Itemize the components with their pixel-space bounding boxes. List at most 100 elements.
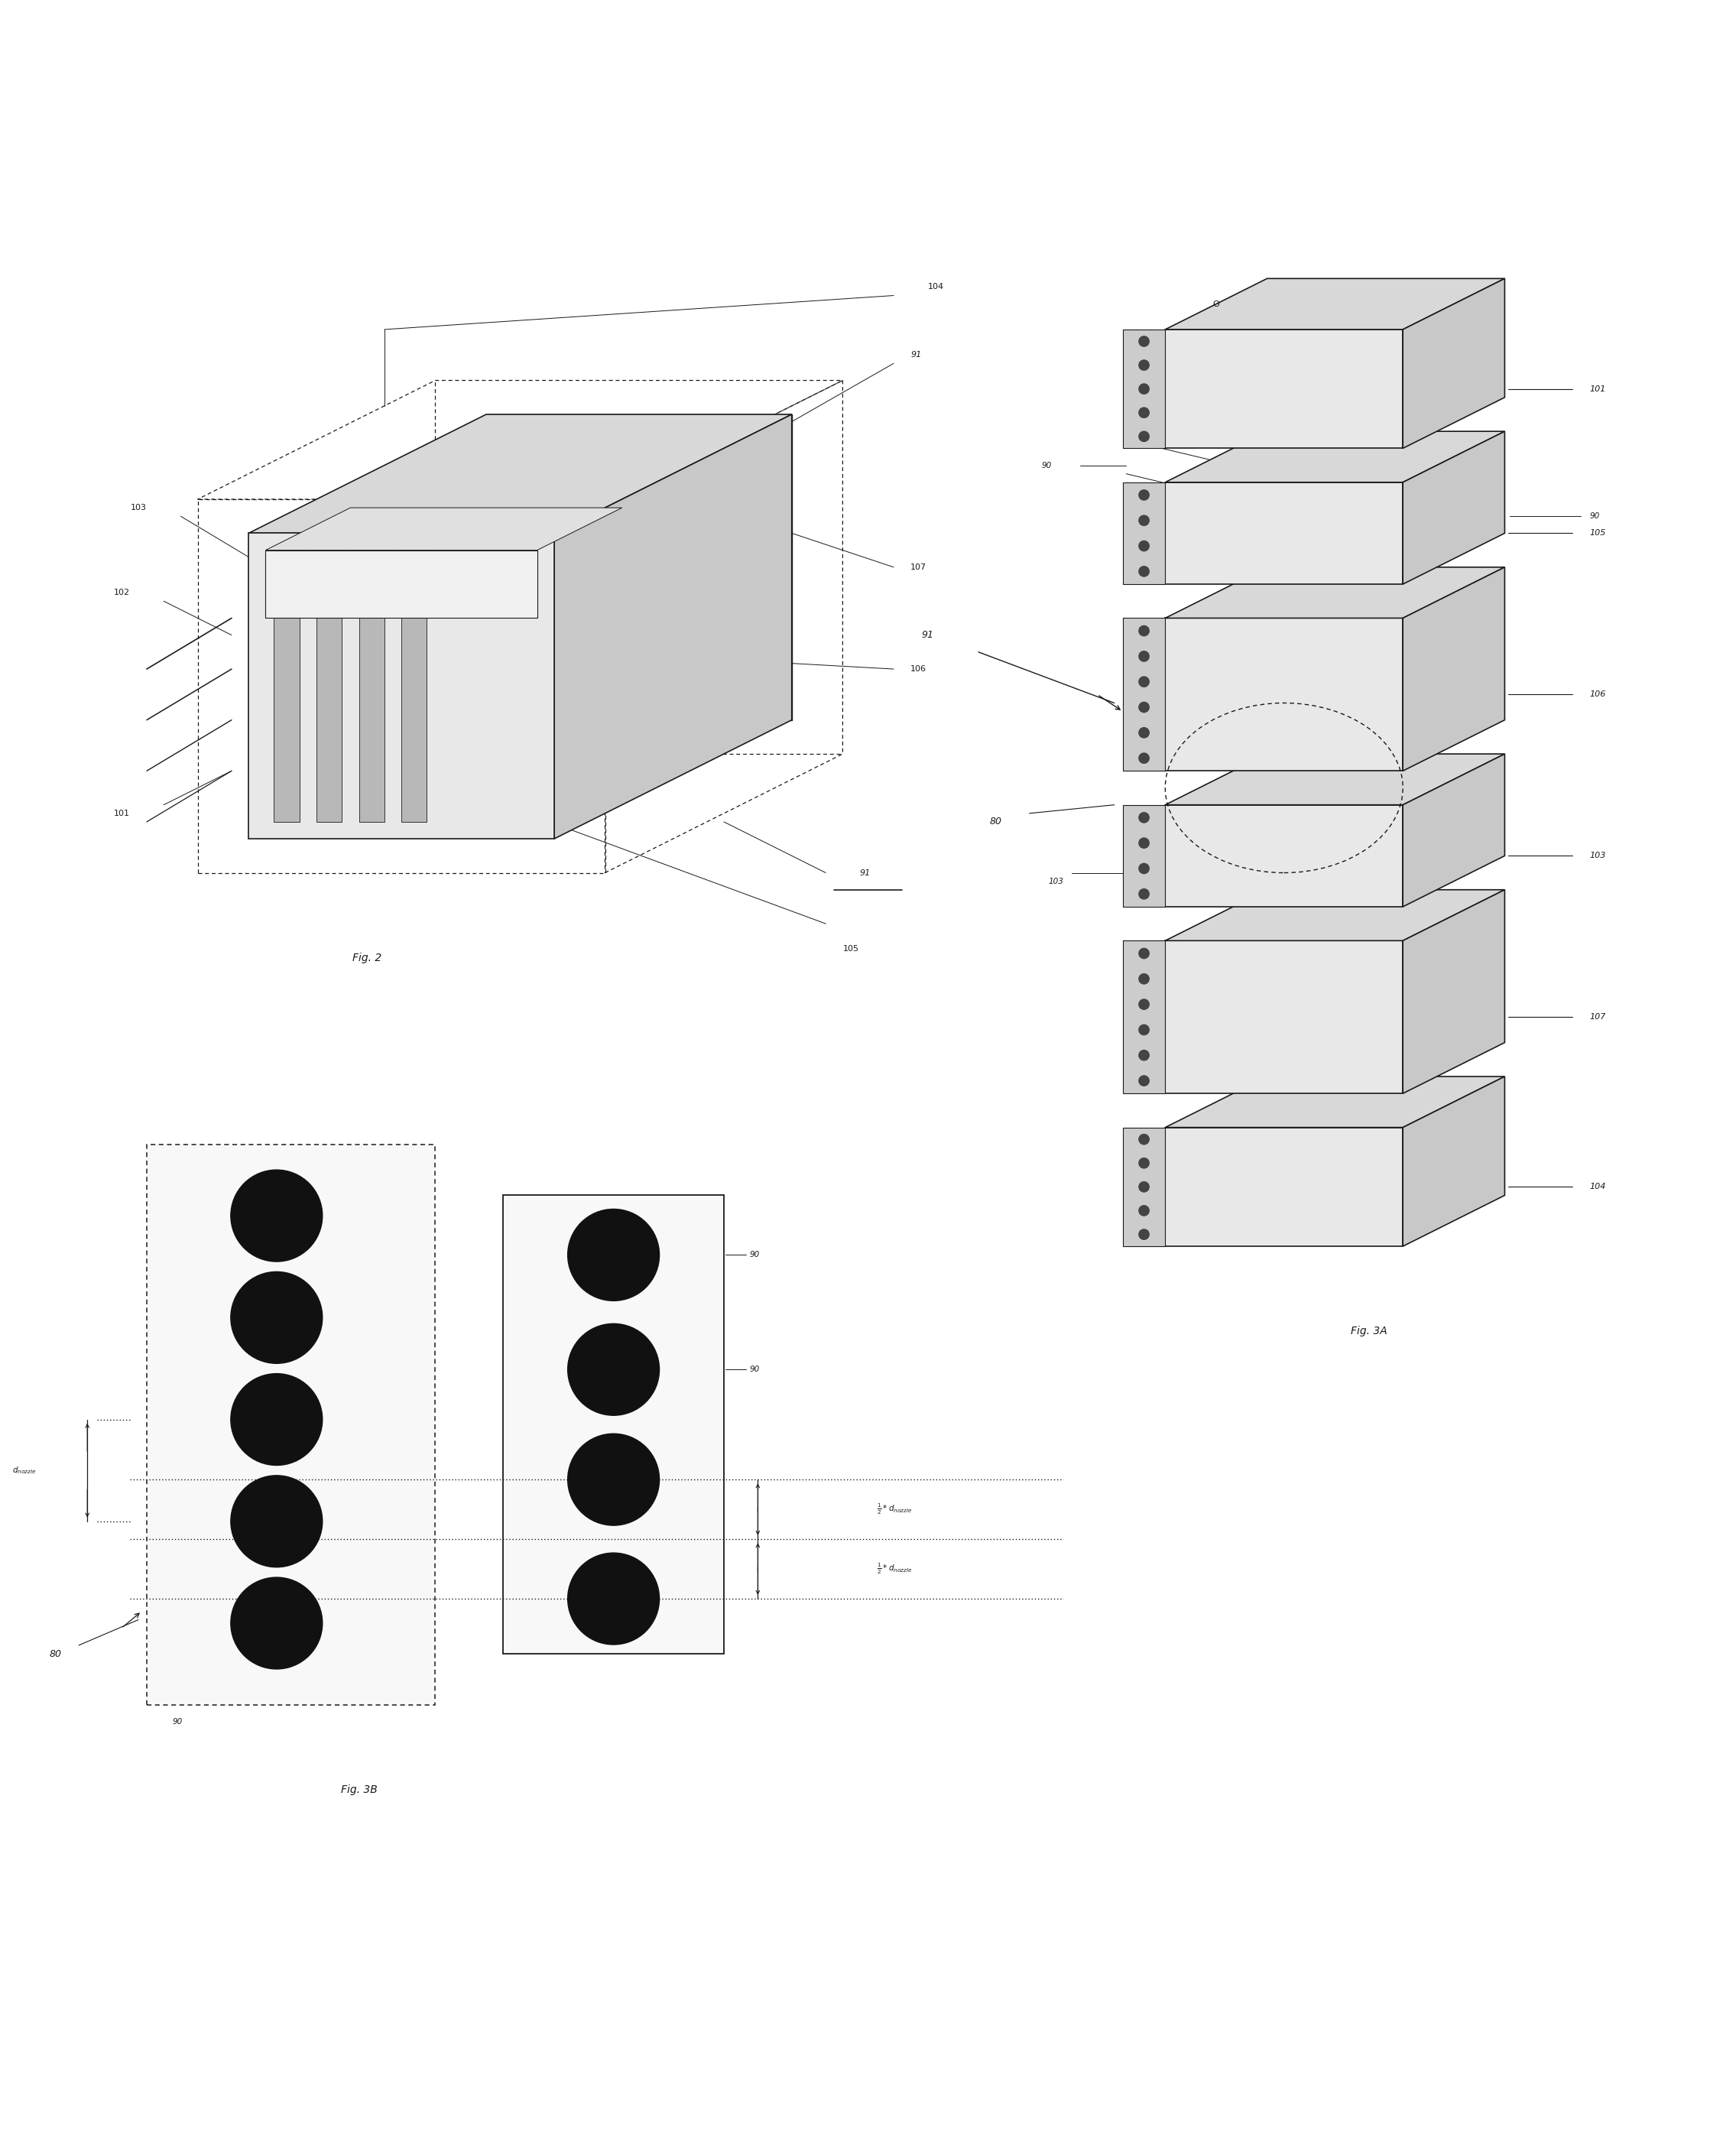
Circle shape bbox=[231, 1578, 323, 1669]
Circle shape bbox=[1139, 1182, 1149, 1193]
Text: O: O bbox=[1213, 299, 1219, 308]
Circle shape bbox=[1139, 650, 1149, 661]
Text: 90: 90 bbox=[172, 1718, 182, 1725]
Polygon shape bbox=[1165, 805, 1403, 906]
Circle shape bbox=[1139, 999, 1149, 1010]
Text: 91: 91 bbox=[859, 870, 870, 876]
Polygon shape bbox=[1165, 329, 1403, 448]
Circle shape bbox=[568, 1210, 660, 1300]
Text: 90: 90 bbox=[750, 1251, 759, 1260]
Circle shape bbox=[1139, 540, 1149, 551]
Polygon shape bbox=[1403, 1076, 1505, 1247]
Polygon shape bbox=[1165, 278, 1505, 329]
Circle shape bbox=[1139, 889, 1149, 900]
Polygon shape bbox=[1123, 329, 1165, 448]
Text: 103: 103 bbox=[130, 504, 148, 512]
Polygon shape bbox=[1403, 566, 1505, 771]
Polygon shape bbox=[1165, 889, 1505, 941]
Circle shape bbox=[1139, 336, 1149, 347]
Text: 103: 103 bbox=[1590, 853, 1606, 859]
Polygon shape bbox=[1403, 278, 1505, 448]
Text: 101: 101 bbox=[113, 810, 130, 818]
Circle shape bbox=[1139, 1229, 1149, 1240]
Circle shape bbox=[1139, 1076, 1149, 1085]
Circle shape bbox=[1139, 1051, 1149, 1061]
Polygon shape bbox=[274, 551, 300, 822]
Polygon shape bbox=[248, 534, 554, 840]
Text: 105: 105 bbox=[1590, 530, 1606, 536]
Polygon shape bbox=[401, 534, 460, 551]
Circle shape bbox=[568, 1552, 660, 1645]
Circle shape bbox=[231, 1475, 323, 1567]
Circle shape bbox=[568, 1324, 660, 1415]
Text: 90: 90 bbox=[1590, 512, 1599, 521]
Circle shape bbox=[1139, 863, 1149, 874]
Polygon shape bbox=[1403, 431, 1505, 583]
Text: 80: 80 bbox=[50, 1649, 62, 1658]
Circle shape bbox=[1139, 838, 1149, 848]
Polygon shape bbox=[1123, 618, 1165, 771]
Text: 90: 90 bbox=[750, 1365, 759, 1374]
Circle shape bbox=[1139, 627, 1149, 635]
Polygon shape bbox=[359, 534, 418, 551]
Polygon shape bbox=[248, 413, 792, 534]
Polygon shape bbox=[1123, 805, 1165, 906]
Circle shape bbox=[1139, 754, 1149, 764]
Text: Fig. 3A: Fig. 3A bbox=[1351, 1326, 1387, 1337]
Text: 105: 105 bbox=[842, 945, 859, 954]
Text: 90: 90 bbox=[1042, 461, 1052, 469]
Polygon shape bbox=[359, 551, 384, 822]
Polygon shape bbox=[274, 534, 333, 551]
Text: 104: 104 bbox=[1590, 1182, 1606, 1191]
Text: $\frac{1}{2}*d_{nozzle}$: $\frac{1}{2}*d_{nozzle}$ bbox=[877, 1503, 911, 1516]
Circle shape bbox=[1139, 515, 1149, 525]
Polygon shape bbox=[503, 1195, 724, 1654]
Text: 106: 106 bbox=[911, 665, 927, 674]
Circle shape bbox=[1139, 431, 1149, 441]
Circle shape bbox=[231, 1374, 323, 1466]
Text: Fig. 3B: Fig. 3B bbox=[340, 1785, 377, 1796]
Circle shape bbox=[231, 1272, 323, 1363]
Polygon shape bbox=[266, 508, 621, 551]
Polygon shape bbox=[554, 413, 792, 840]
Polygon shape bbox=[148, 1145, 436, 1705]
Circle shape bbox=[1139, 566, 1149, 577]
Polygon shape bbox=[266, 551, 536, 618]
Polygon shape bbox=[1123, 1128, 1165, 1247]
Text: $d_{nozzle}$: $d_{nozzle}$ bbox=[12, 1464, 36, 1475]
Circle shape bbox=[1139, 728, 1149, 738]
Circle shape bbox=[568, 1434, 660, 1524]
Polygon shape bbox=[1123, 941, 1165, 1094]
Polygon shape bbox=[1165, 431, 1505, 482]
Polygon shape bbox=[1165, 754, 1505, 805]
Text: $\frac{1}{2}*d_{nozzle}$: $\frac{1}{2}*d_{nozzle}$ bbox=[877, 1561, 911, 1576]
Circle shape bbox=[1139, 491, 1149, 499]
Polygon shape bbox=[1165, 941, 1403, 1094]
Text: 91: 91 bbox=[911, 351, 922, 360]
Circle shape bbox=[1139, 1206, 1149, 1216]
Circle shape bbox=[1139, 1158, 1149, 1169]
Circle shape bbox=[1139, 383, 1149, 394]
Text: 104: 104 bbox=[927, 284, 944, 291]
Polygon shape bbox=[1165, 618, 1403, 771]
Text: 103: 103 bbox=[1049, 878, 1064, 885]
Circle shape bbox=[1139, 407, 1149, 418]
Polygon shape bbox=[1123, 482, 1165, 583]
Polygon shape bbox=[1165, 1128, 1403, 1247]
Text: 91: 91 bbox=[922, 631, 934, 639]
Polygon shape bbox=[316, 534, 377, 551]
Circle shape bbox=[1139, 360, 1149, 370]
Polygon shape bbox=[316, 551, 342, 822]
Circle shape bbox=[231, 1169, 323, 1262]
Circle shape bbox=[1139, 1135, 1149, 1145]
Text: 107: 107 bbox=[1590, 1014, 1606, 1021]
Text: 107: 107 bbox=[911, 564, 927, 571]
Polygon shape bbox=[1165, 482, 1403, 583]
Text: 101: 101 bbox=[1590, 385, 1606, 392]
Polygon shape bbox=[401, 551, 427, 822]
Polygon shape bbox=[1403, 889, 1505, 1094]
Circle shape bbox=[1139, 947, 1149, 958]
Polygon shape bbox=[1165, 1076, 1505, 1128]
Polygon shape bbox=[1165, 566, 1505, 618]
Circle shape bbox=[1139, 702, 1149, 713]
